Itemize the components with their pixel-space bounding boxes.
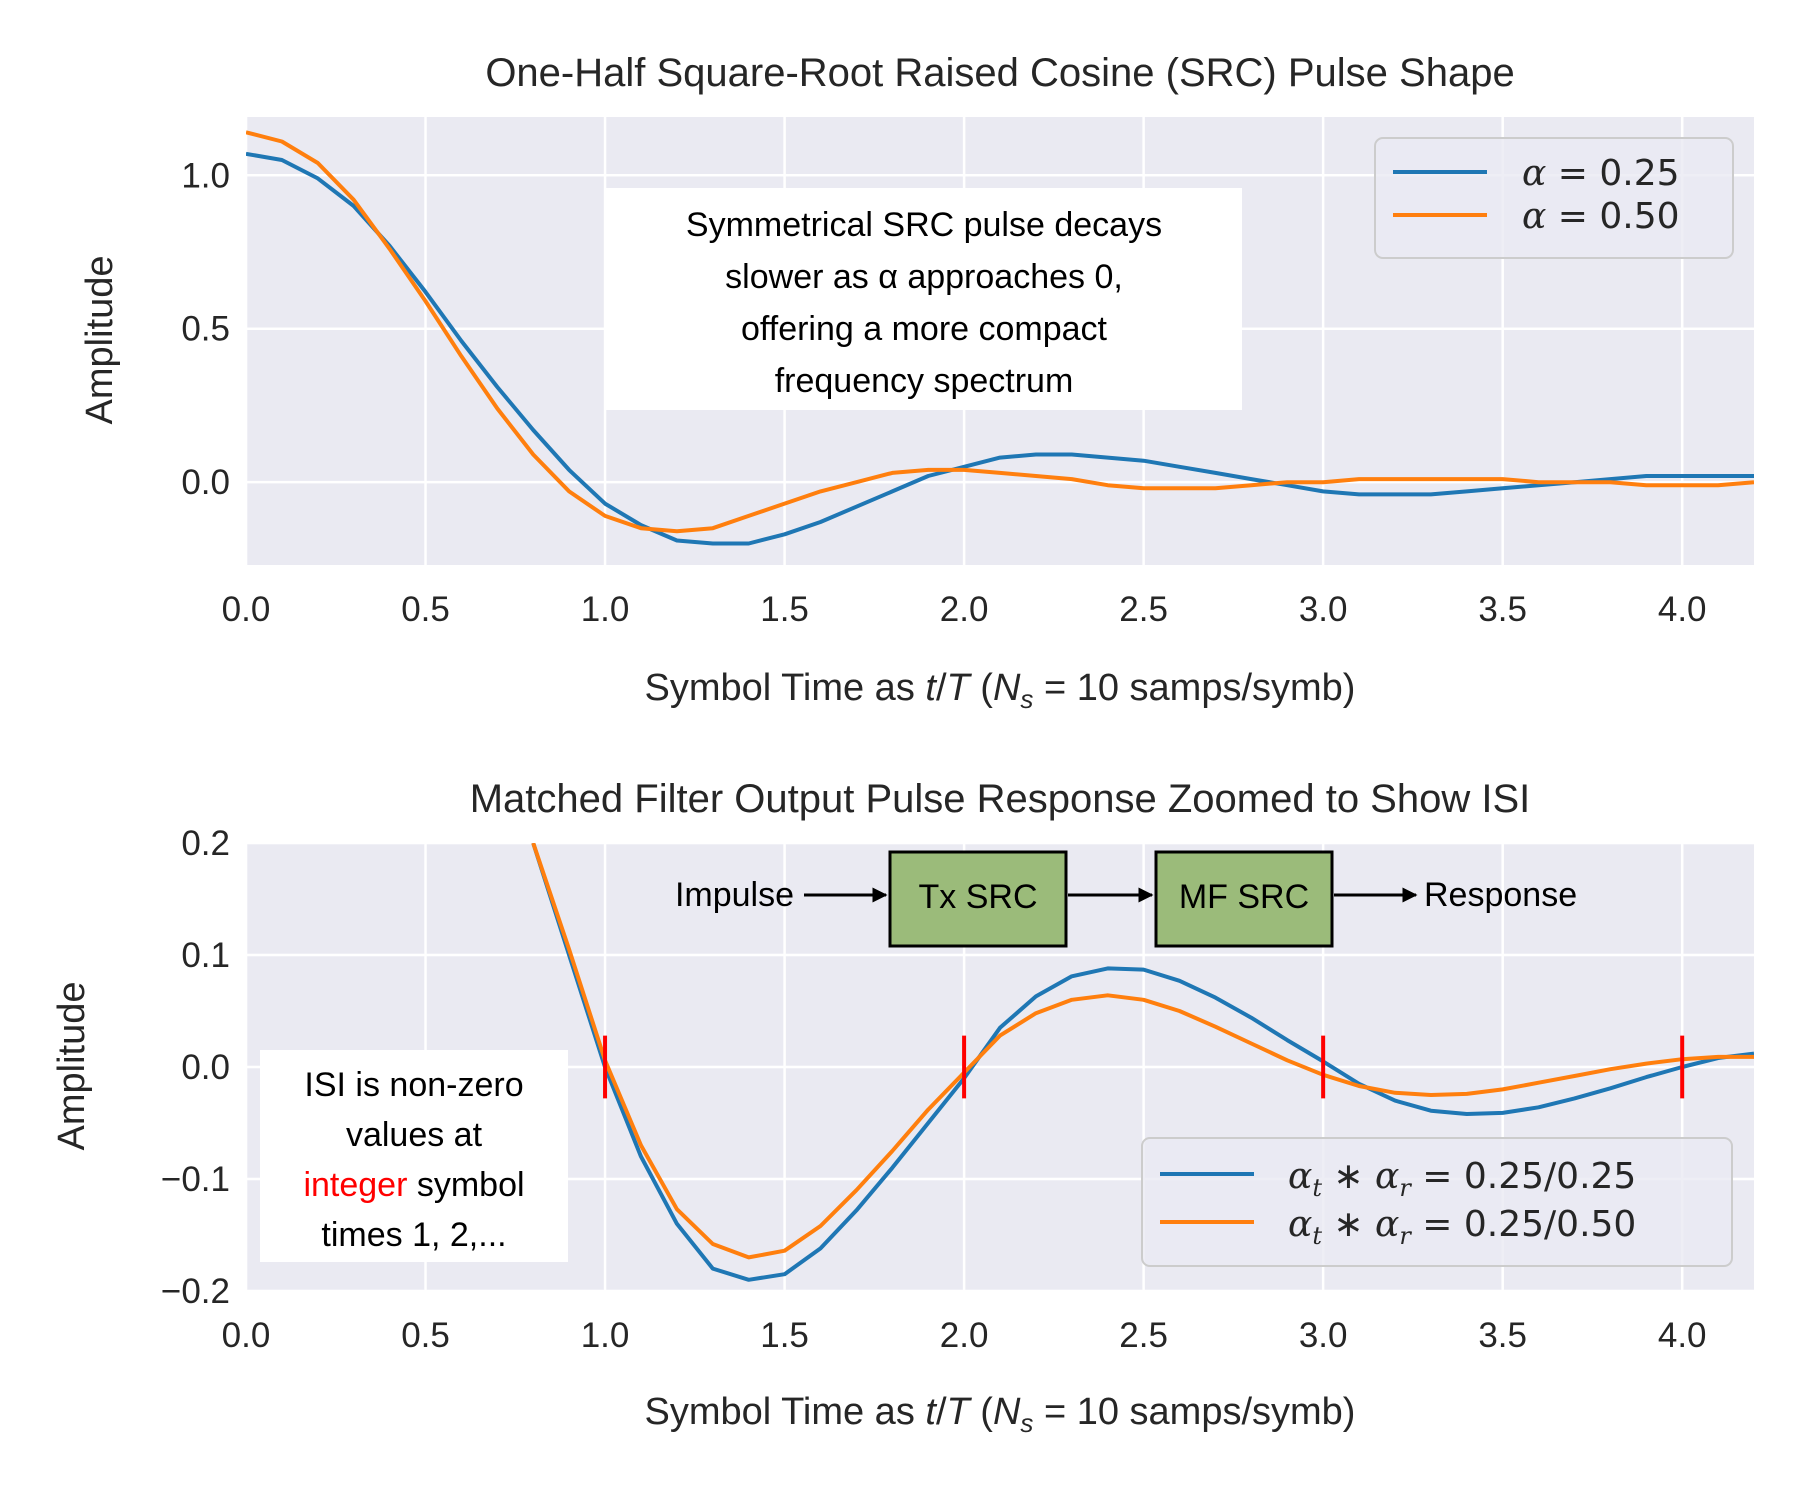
bottom-series-line-2 — [531, 843, 1754, 1260]
bottom-y-axis-label: Amplitude — [51, 982, 93, 1151]
bottom-series — [531, 843, 1754, 1282]
top-y-ticks: 0.0 0.5 1.0 — [181, 156, 230, 502]
bottom-y-tick-label: 0.2 — [181, 824, 230, 863]
top-x-ticks: 0.0 0.5 1.0 1.5 2.0 2.5 3.0 3.5 4.0 — [222, 590, 1707, 629]
block-diagram: Impulse Tx SRC MF SRC Response — [675, 850, 1577, 948]
top-legend-label-2: α = 0.50 — [1522, 196, 1680, 237]
top-y-tick-label: 1.0 — [181, 156, 230, 195]
block-input-label: Impulse — [675, 876, 794, 914]
top-y-tick-label: 0.5 — [181, 310, 230, 349]
mf-src-label: MF SRC — [1179, 878, 1309, 916]
bottom-y-tick-label: 0.0 — [181, 1048, 230, 1087]
bottom-x-tick-label: 2.5 — [1119, 1316, 1168, 1355]
bottom-y-tick-label: −0.1 — [161, 1160, 230, 1199]
top-legend-label-1: α = 0.25 — [1522, 153, 1680, 194]
bottom-series-line-1 — [531, 843, 1754, 1282]
top-series — [246, 130, 1754, 546]
bottom-x-tick-label: 4.0 — [1658, 1316, 1707, 1355]
bottom-legend-label-1: αt ∗ αr = 0.25/0.25 — [1288, 1156, 1636, 1202]
top-chart: One-Half Square-Root Raised Cosine (SRC)… — [79, 51, 1754, 714]
bottom-x-axis-label: Symbol Time as t/T (Ns = 10 samps/symb) — [645, 1391, 1356, 1438]
bottom-x-tick-label: 0.5 — [401, 1316, 450, 1355]
bottom-x-tick-label: 1.5 — [760, 1316, 809, 1355]
top-x-tick-label: 1.5 — [760, 590, 809, 629]
top-annotation-line-2: slower as α approaches 0, — [725, 258, 1123, 296]
bottom-y-tick-label: 0.1 — [181, 936, 230, 975]
top-x-tick-label: 4.0 — [1658, 590, 1707, 629]
bottom-x-tick-label: 1.0 — [581, 1316, 630, 1355]
tx-src-label: Tx SRC — [919, 878, 1038, 916]
isi-annotation-box — [260, 1050, 568, 1262]
bottom-x-tick-label: 3.0 — [1299, 1316, 1348, 1355]
bottom-x-tick-label: 2.0 — [940, 1316, 989, 1355]
bottom-y-tick-label: −0.2 — [161, 1272, 230, 1311]
top-annotation-line-4: frequency spectrum — [775, 362, 1074, 400]
bottom-x-ticks: 0.0 0.5 1.0 1.5 2.0 2.5 3.0 3.5 4.0 — [222, 1316, 1707, 1355]
top-annotation-box — [606, 188, 1242, 410]
top-x-tick-label: 3.0 — [1299, 590, 1348, 629]
top-annotation-line-3: offering a more compact — [741, 310, 1108, 348]
bottom-legend-label-2: αt ∗ αr = 0.25/0.50 — [1288, 1204, 1636, 1250]
isi-annotation-line-3: integer symbol — [303, 1166, 524, 1204]
top-chart-title: One-Half Square-Root Raised Cosine (SRC)… — [485, 51, 1514, 95]
bottom-x-tick-label: 0.0 — [222, 1316, 271, 1355]
bottom-x-tick-label: 3.5 — [1478, 1316, 1527, 1355]
top-y-tick-label: 0.0 — [181, 463, 230, 502]
bottom-y-ticks: 0.2 0.1 0.0 −0.1 −0.2 — [161, 824, 230, 1311]
mf-src-block — [1154, 850, 1334, 948]
bottom-chart: Matched Filter Output Pulse Response Zoo… — [51, 777, 1754, 1438]
top-x-tick-label: 1.0 — [581, 590, 630, 629]
isi-markers — [603, 1035, 1685, 1099]
top-x-tick-label: 2.5 — [1119, 590, 1168, 629]
top-x-axis-label: Symbol Time as t/T (Ns = 10 samps/symb) — [645, 667, 1356, 714]
bottom-chart-title: Matched Filter Output Pulse Response Zoo… — [470, 777, 1531, 821]
top-annotation-line-1: Symmetrical SRC pulse decays — [686, 206, 1162, 244]
top-series-line-1 — [246, 151, 1754, 546]
block-output-label: Response — [1424, 876, 1577, 914]
tx-src-block — [888, 850, 1068, 948]
isi-annotation-line-4: times 1, 2,... — [321, 1216, 506, 1254]
bottom-legend — [1141, 1137, 1733, 1267]
top-y-axis-label: Amplitude — [79, 256, 121, 425]
top-legend — [1374, 137, 1734, 259]
top-x-tick-label: 0.5 — [401, 590, 450, 629]
top-series-line-2 — [246, 130, 1754, 534]
top-x-tick-label: 0.0 — [222, 590, 271, 629]
top-x-tick-label: 2.0 — [940, 590, 989, 629]
top-x-tick-label: 3.5 — [1478, 590, 1527, 629]
isi-annotation-line-2: values at — [346, 1116, 483, 1154]
isi-annotation-line-1: ISI is non-zero — [304, 1066, 523, 1104]
